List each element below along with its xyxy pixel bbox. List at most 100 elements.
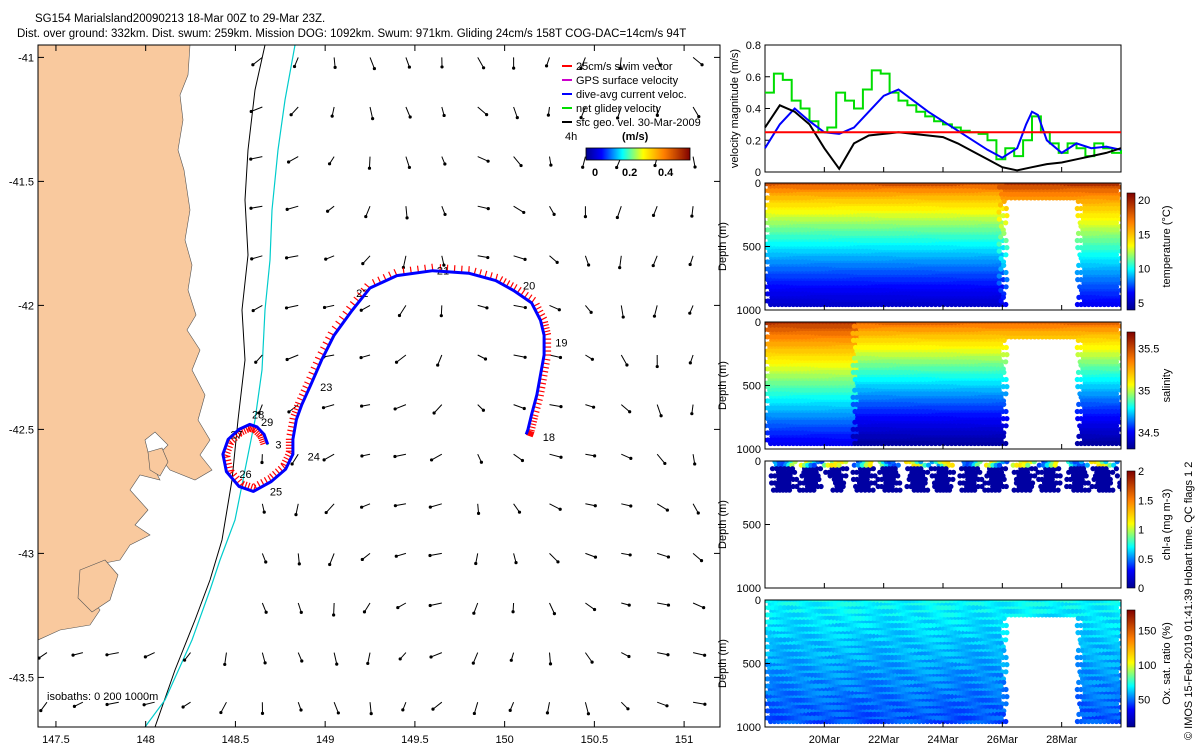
profile-dot — [822, 380, 829, 386]
profile-dot — [932, 252, 938, 258]
velocity-arrow — [369, 106, 374, 119]
profile-dot — [785, 327, 792, 333]
profile-dot — [1096, 213, 1102, 219]
profile-dot — [825, 355, 831, 361]
profile-dot — [817, 373, 823, 379]
map-xtick-label: 148 — [137, 734, 155, 746]
profile-dot — [964, 266, 970, 272]
profile-dot — [1003, 237, 1009, 244]
velocity-arrow-head — [700, 63, 704, 67]
profile-dot — [893, 301, 899, 308]
profile-dot — [996, 216, 1002, 222]
profile-dot — [924, 237, 930, 244]
profile-dot — [1122, 192, 1127, 197]
profile-dot — [836, 280, 842, 286]
profile-dot — [1093, 269, 1099, 276]
velocity-arrow — [286, 304, 299, 309]
profile-dot — [1086, 301, 1092, 308]
profile-dot — [846, 362, 853, 368]
profile-dot — [817, 437, 823, 443]
profile-dot — [815, 241, 821, 247]
profile-dot — [821, 280, 828, 286]
velocity-arrow — [513, 503, 520, 513]
velocity-arrow — [333, 652, 338, 665]
profile-dot — [780, 259, 786, 265]
profile-dot — [960, 298, 966, 304]
velocity-arrow — [333, 702, 339, 714]
velocity-arrow — [250, 156, 263, 160]
profile-dot — [809, 234, 815, 240]
profile-dot — [1117, 237, 1121, 244]
profile-dot — [775, 298, 781, 304]
profile-dot — [1079, 230, 1085, 236]
profile-dot — [864, 387, 870, 393]
profile-dot — [871, 230, 878, 236]
profile-dot — [848, 216, 854, 222]
profile-dot — [929, 213, 935, 219]
profile-dot — [1113, 269, 1119, 276]
profile-dot — [781, 188, 788, 194]
profile-dot — [1084, 262, 1090, 268]
profile-dot — [854, 330, 860, 336]
velocity-arrow-head — [591, 405, 596, 409]
profile-dot — [920, 237, 926, 244]
profile-dot — [1117, 223, 1121, 229]
profile-dot — [998, 287, 1004, 293]
profile-dot — [787, 398, 794, 404]
velocity-arrow-head — [519, 163, 523, 168]
profile-dot — [1105, 269, 1111, 276]
velocity-arrow — [364, 602, 371, 613]
profile-dot — [816, 341, 823, 347]
profile-dot — [766, 252, 772, 258]
profile-dot — [869, 362, 875, 368]
profile-dot — [807, 412, 814, 418]
velocity-arrow-head — [481, 66, 486, 70]
profile-dot — [825, 216, 831, 222]
profile-dot — [1004, 213, 1010, 219]
profile-dot — [815, 209, 821, 215]
profile-dot — [971, 220, 977, 226]
profile-dot — [817, 405, 823, 411]
profile-dot — [797, 341, 803, 347]
profile-dot — [1052, 184, 1058, 190]
profile-dot — [891, 294, 897, 300]
velocity-arrow-head — [428, 553, 432, 558]
profile-dot — [1076, 262, 1082, 268]
profile-dot — [1103, 277, 1109, 283]
profile-dot — [868, 294, 874, 300]
velocity-arrow — [297, 553, 300, 564]
profile-dot — [842, 348, 848, 354]
profile-dot — [946, 277, 952, 283]
velocity-arrow-head — [336, 711, 340, 715]
velocity-arrow-head — [254, 360, 258, 364]
velocity-arrow — [405, 156, 410, 168]
velocity-arrow — [405, 57, 410, 68]
day-label: 18 — [543, 432, 555, 444]
profile-dot — [886, 376, 892, 383]
profile-dot — [903, 262, 909, 268]
profile-dot — [865, 255, 871, 261]
velocity-arrow — [297, 602, 302, 613]
profile-dot — [893, 205, 899, 212]
profile-dot — [1110, 252, 1116, 258]
profile-dot — [1109, 269, 1115, 276]
profile-dot — [988, 259, 995, 265]
velocity-arrow-head — [393, 454, 397, 459]
profile-dot — [840, 355, 846, 361]
velocity-arrow-head — [335, 662, 339, 666]
profile-dot — [846, 394, 853, 400]
profile-dot — [807, 209, 813, 215]
profile-dot — [933, 213, 939, 219]
velocity-arrow — [287, 205, 299, 210]
profile-dot — [803, 227, 809, 233]
velocity-arrow-head — [523, 305, 527, 310]
profile-dot — [975, 202, 981, 208]
temperature-colorbar-tick: 10 — [1138, 264, 1150, 276]
profile-dot — [868, 369, 874, 375]
velocity-arrow — [584, 702, 589, 714]
profile-dot — [869, 191, 875, 197]
profile-dot — [877, 362, 883, 368]
profile-dot — [875, 294, 882, 300]
profile-dot — [1107, 277, 1113, 283]
velocity-arrow — [691, 206, 694, 217]
